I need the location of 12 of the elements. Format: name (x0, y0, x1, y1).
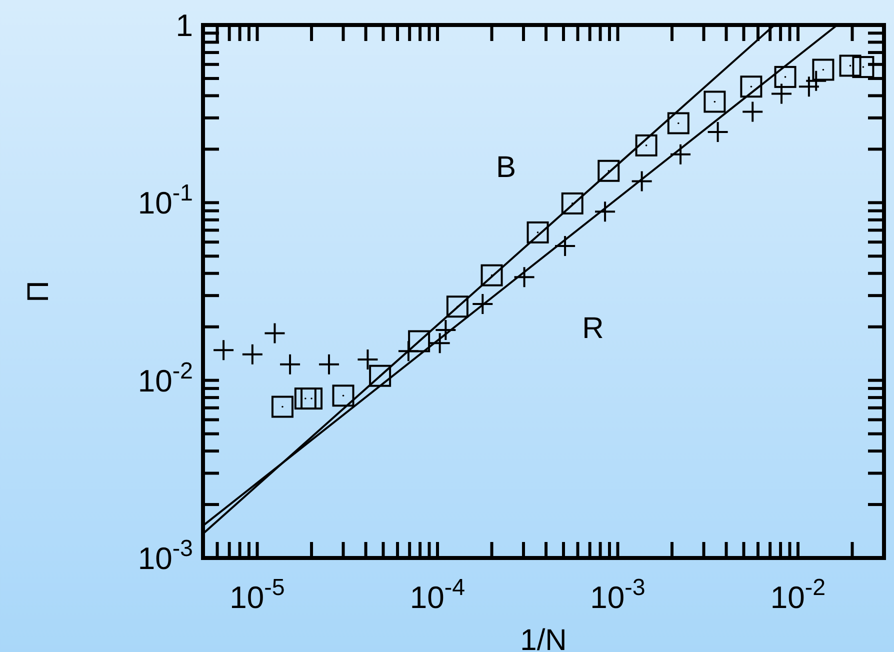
y-tick-label: 1 (176, 8, 193, 43)
y-tick-label: 10$^{-1}$ (138, 180, 193, 221)
x-tick-label: 10$^{-3}$ (590, 574, 646, 615)
x-tick-label: 10$^{-4}$ (410, 574, 466, 615)
x-tick-label: 10$^{-2}$ (770, 574, 826, 615)
y-tick-label: 10$^{-3}$ (138, 535, 193, 576)
y-axis-title: Π (22, 280, 55, 302)
annotation: B (496, 151, 516, 184)
annotation: R (582, 312, 604, 345)
y-tick-label: 10$^{-2}$ (138, 357, 193, 398)
x-axis-title: 1/N (520, 624, 567, 652)
x-tick-label: 10$^{-5}$ (230, 574, 285, 615)
